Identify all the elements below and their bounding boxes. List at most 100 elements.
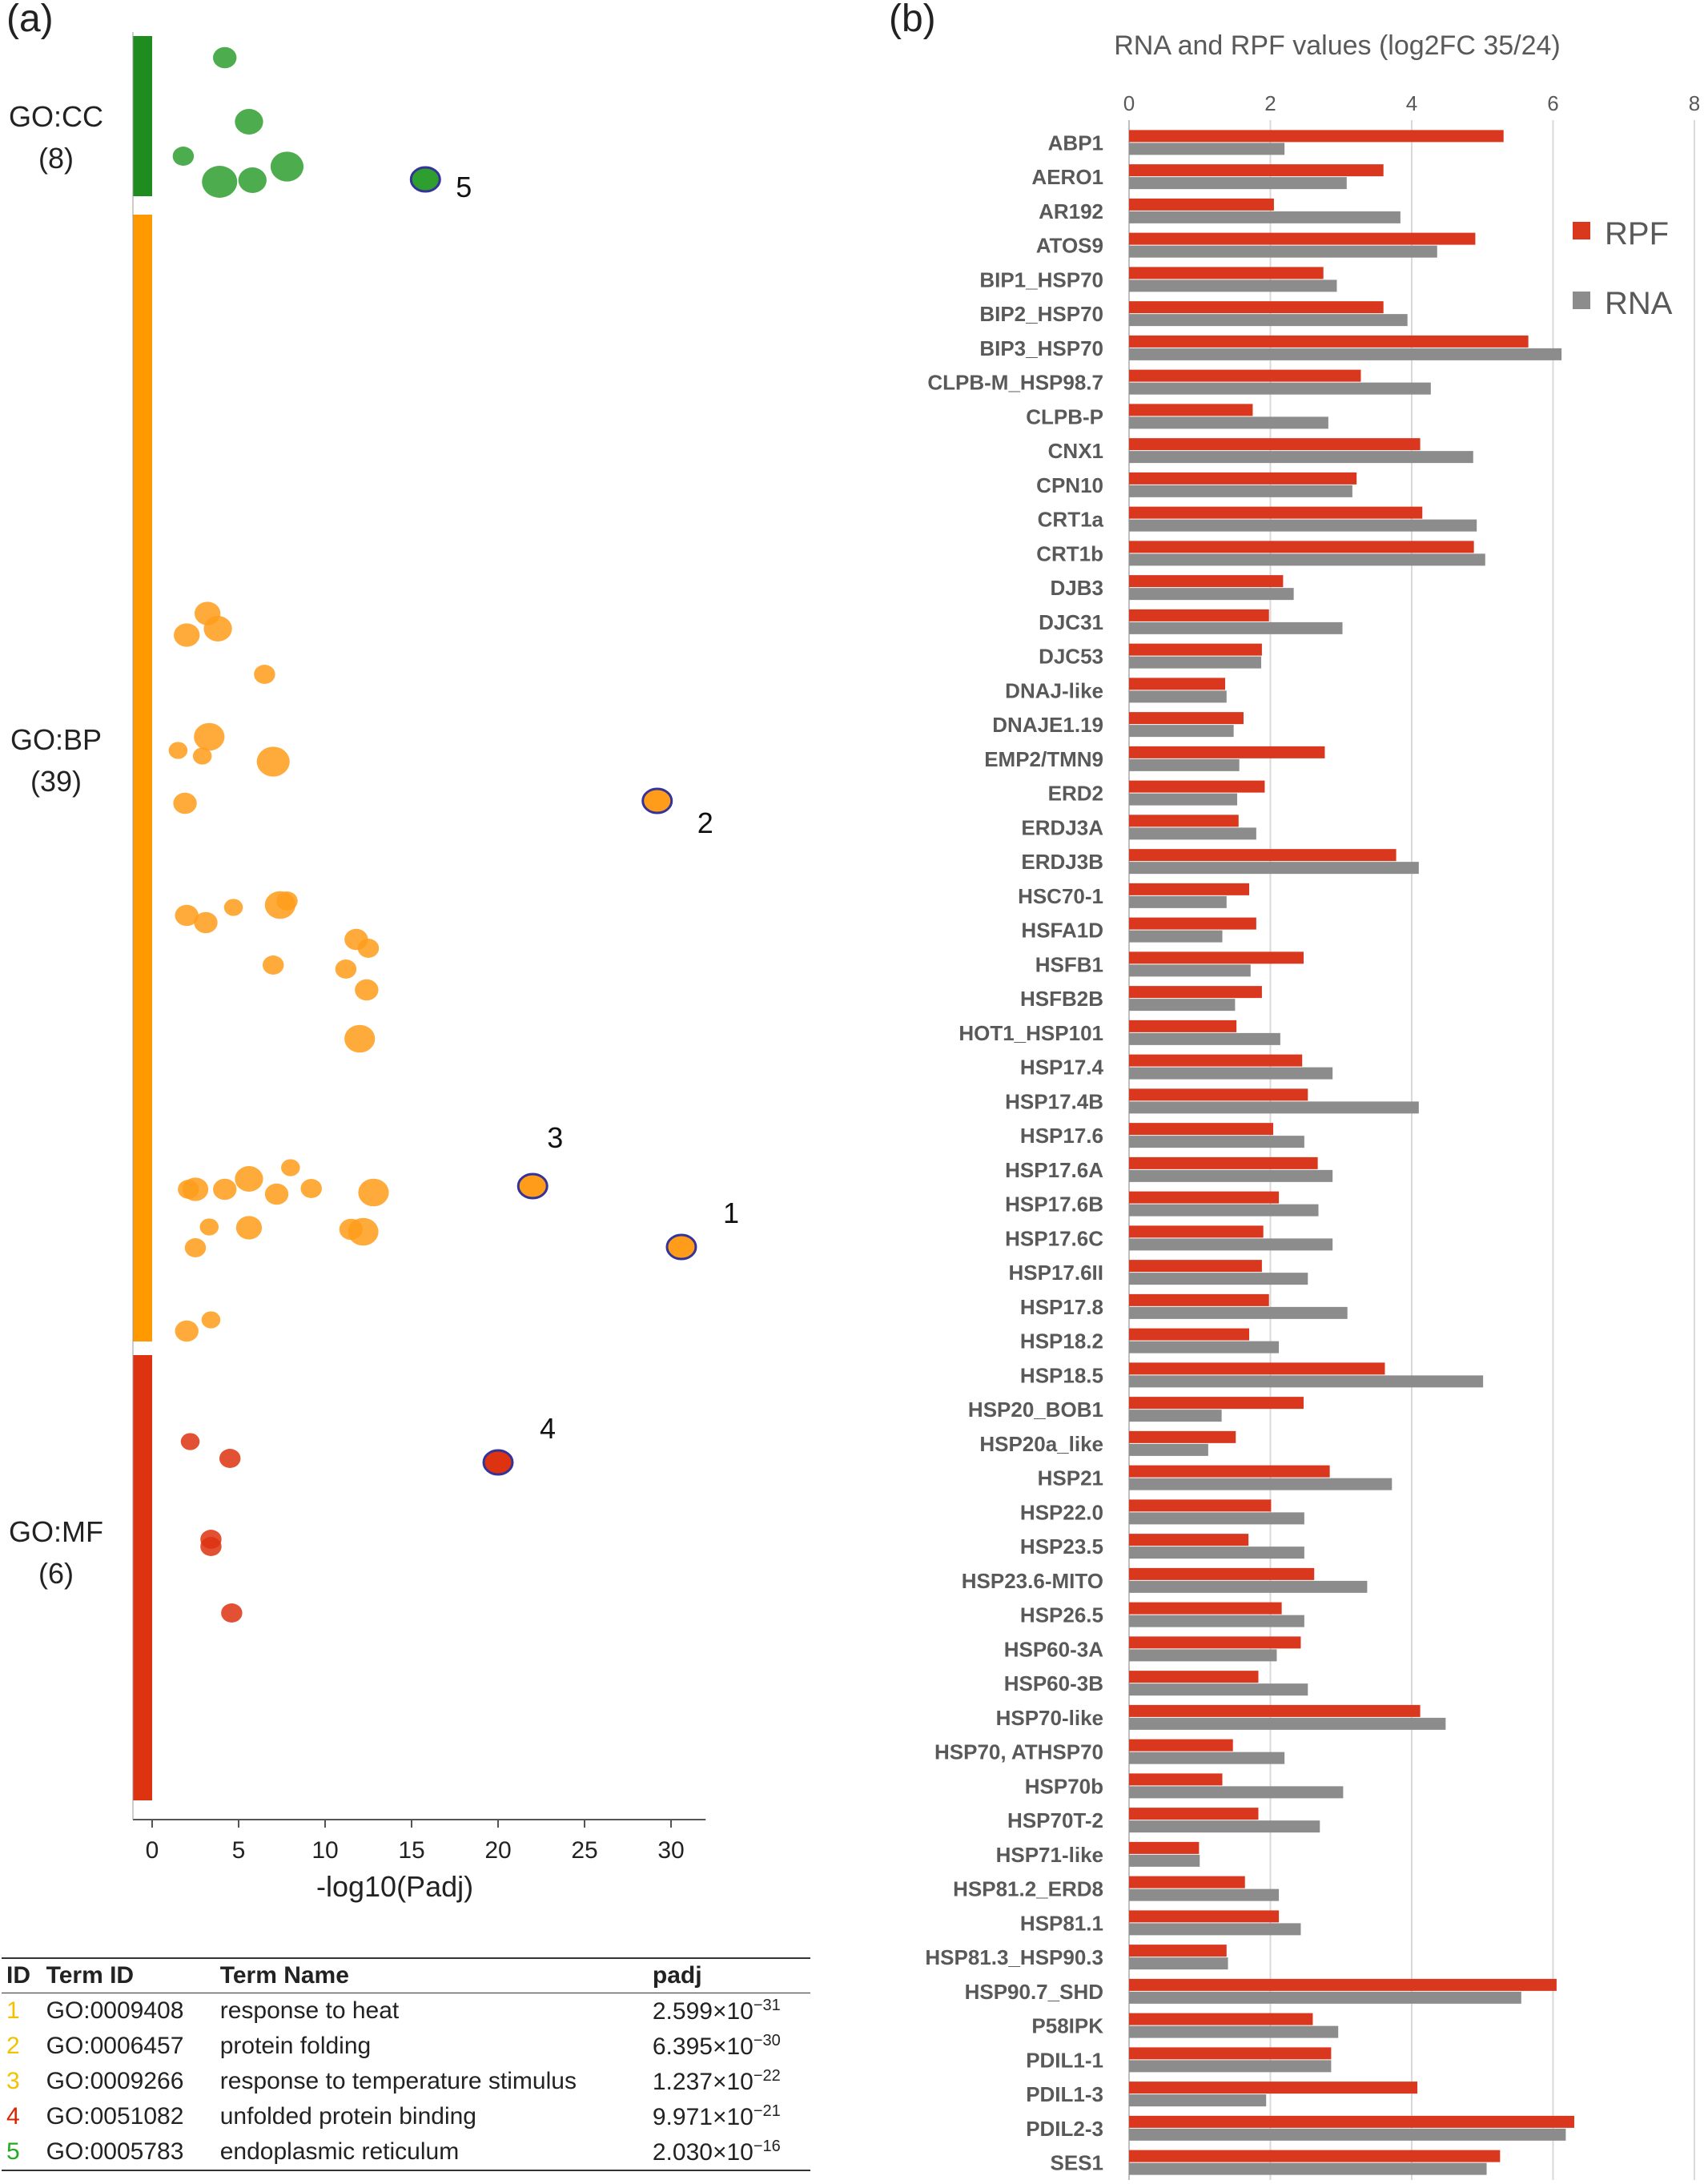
rna-bar [1129,656,1262,669]
gene-label: PDIL2-3 [1026,2117,1103,2141]
rpf-bar [1129,1978,1557,1991]
rna-bar [1129,1854,1200,1867]
go-term-point [264,891,295,919]
rna-bar [1129,1238,1333,1251]
gene-label: HSP17.6B [1005,1193,1103,1217]
rpf-bar [1129,814,1239,827]
term-table-row: 5 GO:0005783 endoplasmic reticulum 2.030×10… [2,2134,810,2171]
rna-bar [1129,725,1234,738]
rpf-bar [1129,1636,1301,1649]
rna-bar [1129,211,1401,223]
go-term-point [281,1159,300,1176]
go-cc-group-bar [133,36,152,196]
rpf-bar [1129,1773,1223,1786]
gene-label: CLPB-P [1026,404,1103,428]
bar-x-tick-label: 0 [1123,91,1135,115]
rna-bar [1129,314,1408,327]
header-term-name: Term Name [215,1957,648,1993]
rpf-bar [1129,1808,1259,1820]
legend-label-rna: RNA [1605,286,1673,321]
rpf-bar [1129,917,1256,930]
bar-x-tick-label: 4 [1406,91,1417,115]
highlighted-term-point-1 [665,1233,697,1261]
go-cc-name: GO:CC [8,100,103,133]
scatter-x-axis-label: -log10(Padj) [316,1870,474,1903]
go-term-point [256,746,290,777]
go-term-point [194,911,218,934]
go-term-point [180,1433,200,1450]
term-row-term-id: GO:0051082 [46,2103,184,2130]
term-row-term-name: response to heat [219,1997,400,2024]
gene-label: CRT1b [1036,541,1103,565]
gene-label: DNAJ-like [1005,678,1103,702]
gene-label: HSP70b [1025,1774,1103,1798]
gene-label: HSP22.0 [1020,1500,1103,1524]
rpf-bar [1129,1910,1280,1923]
rpf-bar [1129,130,1504,143]
term-row-padj: 6.395×10−30 [648,2029,810,2064]
rpf-bar [1129,506,1423,519]
gene-label: HSP70T-2 [1007,1808,1103,1832]
go-term-point [201,1311,221,1329]
go-term-point [264,1183,289,1205]
gene-label: HSP81.2_ERD8 [953,1877,1103,1901]
go-cc-label: GO:CC (8) [0,96,112,179]
rpf-bar [1129,2047,1332,2060]
padj-mantissa: 2.599×10 [652,1998,754,2025]
rna-bar [1129,1169,1333,1182]
go-term-point [358,1178,389,1207]
term-row-id: 2 [6,2033,20,2059]
scatter-x-tick-label: 25 [571,1837,597,1864]
gene-label: CRT1a [1038,508,1104,532]
scatter-x-tick-label: 5 [232,1837,246,1864]
rpf-bar [1129,1876,1245,1888]
panel-b-letter: (b) [889,0,936,40]
padj-mantissa: 9.971×10 [652,2104,754,2130]
gene-label: HSP70, ATHSP70 [934,1740,1103,1764]
term-row-term-id: GO:0009266 [46,2068,184,2094]
rna-bar [1129,2162,1487,2175]
gene-label: BIP1_HSP70 [979,267,1103,292]
gene-label: HSP60-3B [1004,1671,1103,1695]
gene-label: HSP17.8 [1020,1295,1103,1319]
gene-label: DJB3 [1051,576,1103,600]
go-term-point [200,1537,222,1556]
rna-bar [1129,1375,1484,1388]
go-term-point [344,1024,376,1053]
bar-x-tick-label: 6 [1547,91,1558,115]
go-term-point [202,166,238,198]
rna-bar [1129,143,1285,155]
rpf-bar [1129,2115,1574,2128]
rpf-bar [1129,1534,1249,1546]
padj-mantissa: 1.237×10 [652,2069,754,2095]
term-row-term-name: response to temperature stimulus [219,2068,577,2094]
rpf-bar [1129,1430,1236,1443]
go-bp-count: (39) [30,765,82,798]
rpf-bar [1129,1191,1280,1204]
go-term-point [213,1178,237,1201]
go-bp-group-bar [133,215,152,1341]
term-row-id: 3 [6,2068,20,2094]
gene-label: ERD2 [1048,782,1103,806]
rna-bar [1129,1273,1308,1285]
padj-mantissa: 2.030×10 [652,2139,754,2166]
go-term-point [182,1177,209,1201]
point-label-2: 2 [697,806,713,839]
padj-exponent: −30 [753,2032,781,2049]
rpf-bar [1129,472,1357,485]
rpf-bar [1129,1739,1233,1752]
rpf-bar [1129,849,1397,862]
rna-bar [1129,1443,1208,1456]
term-table: ID Term ID Term Name padj 1 GO:0009408 res… [2,1957,810,2171]
padj-exponent: −21 [753,2102,781,2120]
term-row-padj: 2.599×10−31 [648,1993,810,2029]
rna-bar [1129,280,1337,292]
term-table-row: 3 GO:0009266 response to temperature stimu… [2,2064,810,2099]
rpf-bar [1129,1602,1282,1615]
scatter-x-tick-label: 30 [657,1837,684,1864]
rpf-bar [1129,164,1384,177]
rna-bar [1129,485,1352,497]
legend-label-rpf: RPF [1605,216,1669,251]
rpf-bar [1129,780,1265,793]
header-term-id: Term ID [41,1957,215,1993]
